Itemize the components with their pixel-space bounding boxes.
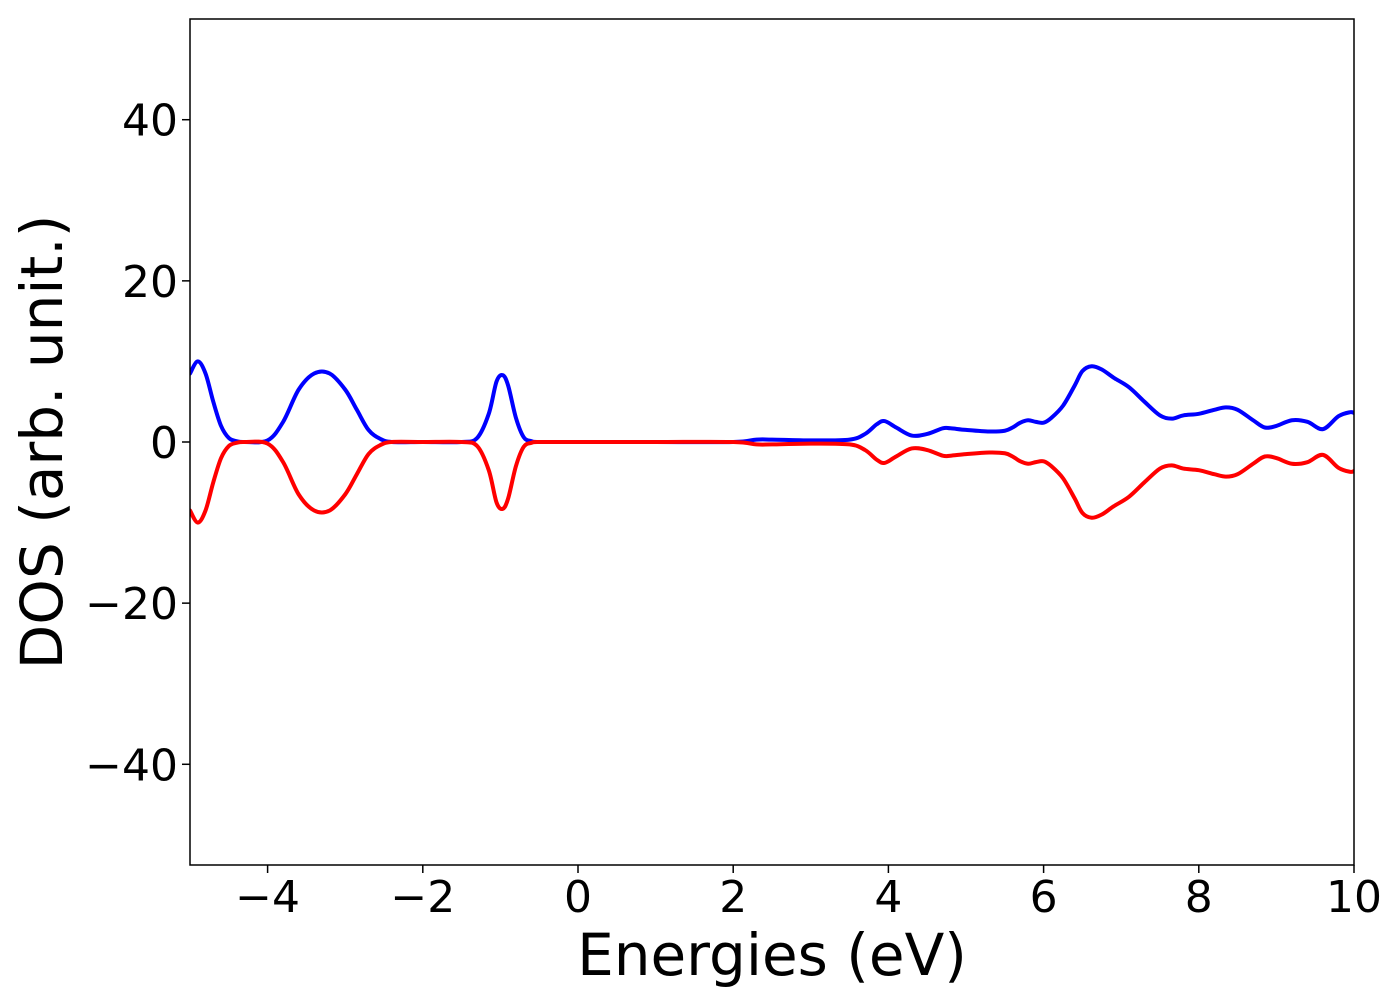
- x-axis-ticks: −4 −2 0 2 4 6 8 10: [235, 865, 1382, 923]
- y-tick-label: −20: [85, 579, 178, 630]
- plot-frame: [189, 18, 1355, 866]
- x-tick-label: 10: [1326, 872, 1382, 923]
- x-tick-label: 8: [1185, 872, 1213, 923]
- series-line-1: [190, 359, 1354, 445]
- x-axis-title: Energies (eV): [577, 921, 967, 989]
- x-tick-label: 4: [874, 872, 902, 923]
- y-tick-label: 20: [122, 257, 178, 308]
- y-tick-label: 40: [122, 96, 178, 147]
- series-line-2: [190, 439, 1354, 525]
- x-tick-label: 6: [1030, 872, 1058, 923]
- y-axis-title: DOS (arb. unit.): [8, 215, 76, 670]
- x-tick-label: 0: [564, 872, 592, 923]
- x-tick-label: 2: [719, 872, 747, 923]
- series-layer: [190, 359, 1354, 525]
- x-tick-label: −4: [235, 872, 300, 923]
- y-axis-ticks: −40 −20 0 20 40: [85, 96, 190, 791]
- y-tick-label: 0: [150, 418, 178, 469]
- y-tick-label: −40: [85, 740, 178, 791]
- x-tick-label: −2: [390, 872, 455, 923]
